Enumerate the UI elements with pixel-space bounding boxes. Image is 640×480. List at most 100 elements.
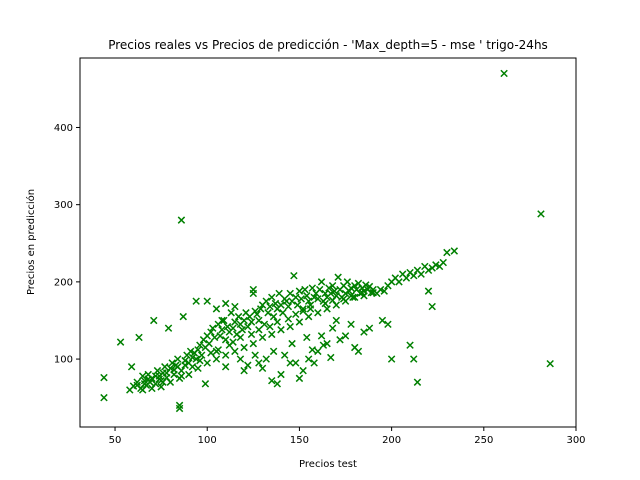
data-point <box>284 302 293 311</box>
data-point <box>424 266 433 275</box>
data-point <box>258 333 267 342</box>
data-point <box>290 271 298 280</box>
data-point <box>288 339 296 348</box>
data-point <box>262 297 270 305</box>
data-point <box>181 361 189 369</box>
data-point <box>153 366 162 375</box>
data-point <box>203 297 211 305</box>
data-point <box>238 326 246 334</box>
data-point <box>321 299 329 308</box>
data-point <box>295 287 304 295</box>
data-point <box>133 381 141 390</box>
data-point <box>245 312 254 321</box>
data-point <box>173 355 182 363</box>
data-point <box>218 316 226 325</box>
data-point <box>150 316 158 325</box>
data-point <box>192 355 200 363</box>
data-point <box>280 351 289 359</box>
data-point <box>268 376 276 385</box>
data-point <box>354 347 363 356</box>
data-point <box>273 380 282 388</box>
data-point <box>328 296 337 305</box>
data-point <box>177 372 186 380</box>
data-point <box>157 383 165 391</box>
data-point <box>378 316 387 325</box>
data-point <box>402 274 411 282</box>
data-point <box>100 393 108 402</box>
data-point <box>327 289 335 298</box>
data-point <box>269 347 278 356</box>
data-point <box>428 302 436 311</box>
data-point <box>236 355 245 363</box>
data-point <box>249 339 258 348</box>
data-point <box>417 270 425 278</box>
data-point <box>351 281 359 290</box>
data-point <box>339 295 348 303</box>
data-point <box>255 316 263 325</box>
data-point <box>229 338 237 346</box>
data-point <box>295 374 304 383</box>
data-point <box>292 310 300 319</box>
data-point <box>277 326 285 334</box>
x-axis-label: Precios test <box>299 459 357 470</box>
data-point <box>161 363 169 371</box>
data-point <box>279 309 287 317</box>
y-tick-label: 300 <box>54 200 73 211</box>
data-point <box>194 346 202 354</box>
data-point <box>268 330 276 339</box>
data-point <box>304 355 313 363</box>
data-point <box>347 320 355 329</box>
chart-title: Precios reales vs Precios de predicción … <box>108 38 548 52</box>
data-point <box>231 302 239 311</box>
data-point <box>537 210 545 218</box>
data-point <box>328 324 337 332</box>
data-point <box>240 343 248 352</box>
data-point <box>308 284 317 292</box>
data-point <box>148 384 156 393</box>
data-point <box>231 347 239 356</box>
data-point <box>127 363 136 371</box>
data-point <box>341 332 350 340</box>
data-point <box>310 359 318 367</box>
data-point <box>295 318 304 326</box>
data-point <box>277 370 285 379</box>
data-point <box>155 375 164 383</box>
y-tick-label: 400 <box>54 123 73 134</box>
data-point <box>319 341 328 349</box>
data-point <box>360 328 368 336</box>
data-point <box>275 289 283 298</box>
data-point <box>247 318 256 326</box>
data-point <box>264 309 272 317</box>
data-point <box>303 333 311 342</box>
data-point <box>292 293 300 302</box>
data-point <box>221 351 230 359</box>
data-point <box>314 295 322 303</box>
y-tick-label: 200 <box>54 277 73 288</box>
data-point <box>247 330 256 339</box>
data-point <box>268 293 276 302</box>
data-point <box>138 372 147 380</box>
data-point <box>227 309 235 317</box>
data-point <box>341 289 350 298</box>
data-point <box>177 216 186 224</box>
x-tick-label: 150 <box>290 435 309 446</box>
data-point <box>162 369 171 377</box>
data-point <box>209 324 217 332</box>
data-point <box>214 346 223 354</box>
data-point <box>255 326 263 334</box>
data-point <box>231 318 239 326</box>
data-point <box>500 69 508 78</box>
data-point <box>327 353 335 362</box>
data-point <box>546 359 554 368</box>
data-point <box>203 359 211 367</box>
data-point <box>212 305 221 313</box>
data-point <box>286 289 294 298</box>
data-point <box>406 341 414 349</box>
data-point <box>410 355 418 363</box>
data-point <box>207 349 215 357</box>
data-point <box>315 285 324 294</box>
data-point <box>304 312 313 321</box>
data-point <box>240 316 248 325</box>
data-point <box>395 278 403 286</box>
